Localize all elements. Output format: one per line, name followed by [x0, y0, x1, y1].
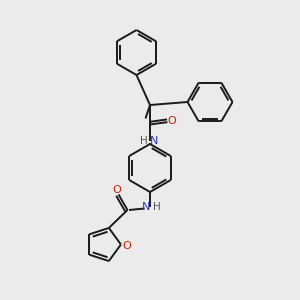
Text: H: H [140, 136, 147, 146]
Text: N: N [142, 202, 151, 212]
Text: O: O [112, 185, 122, 195]
Text: N: N [149, 136, 158, 146]
Text: H: H [153, 202, 160, 212]
Text: O: O [167, 116, 176, 126]
Text: O: O [122, 241, 131, 251]
